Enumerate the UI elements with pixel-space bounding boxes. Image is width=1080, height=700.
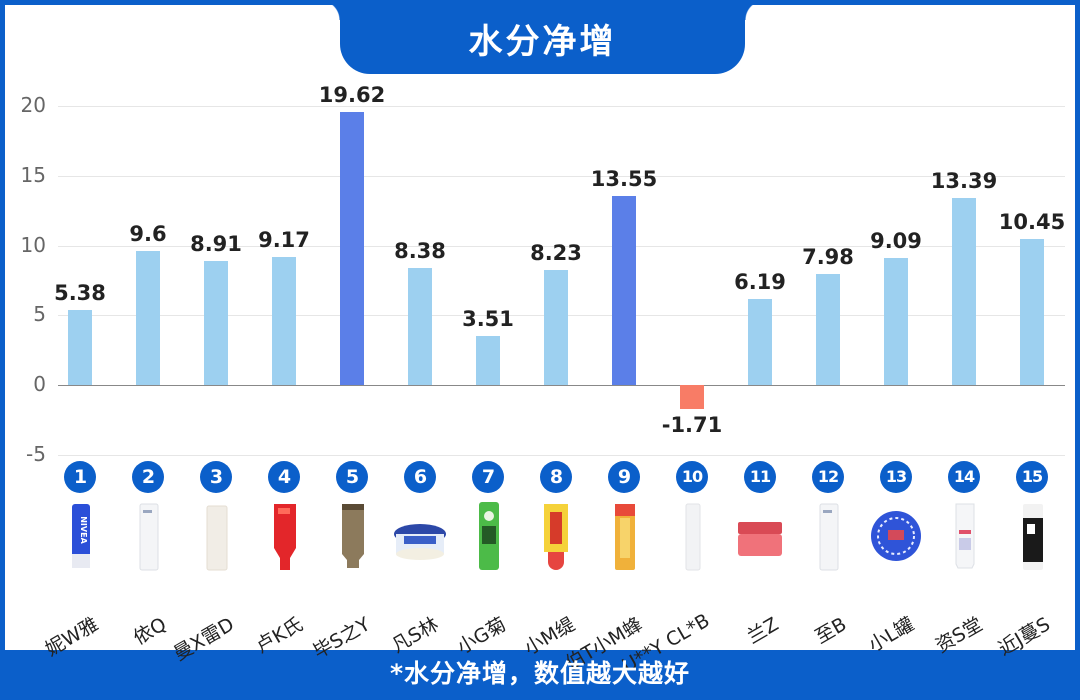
bar-5 bbox=[340, 111, 364, 385]
zero-axis-line bbox=[58, 385, 1065, 386]
white-lip-tube-icon bbox=[934, 500, 994, 574]
rank-badge: 11 bbox=[744, 461, 776, 493]
rank-badge: 3 bbox=[200, 461, 232, 493]
bar-8 bbox=[544, 270, 568, 385]
rank-badge: 7 bbox=[472, 461, 504, 493]
rank-badge: 15 bbox=[1016, 461, 1048, 493]
black-white-lip-balm-stick-icon bbox=[1002, 500, 1062, 574]
bar-4 bbox=[272, 257, 296, 385]
rank-badge: 5 bbox=[336, 461, 368, 493]
rank-badge: 4 bbox=[268, 461, 300, 493]
svg-text:NIVEA: NIVEA bbox=[79, 516, 88, 544]
title-banner: 水分净增 bbox=[320, 0, 765, 74]
rank-badge: 14 bbox=[948, 461, 980, 493]
value-label: 13.39 bbox=[930, 169, 998, 194]
value-label: 7.98 bbox=[802, 244, 854, 269]
y-tick-label: 5 bbox=[33, 302, 46, 327]
bar-14 bbox=[952, 198, 976, 385]
blue-round-tin-icon bbox=[866, 500, 926, 574]
rank-badge: 8 bbox=[540, 461, 572, 493]
value-label: 6.19 bbox=[734, 269, 786, 294]
y-tick-label: 15 bbox=[20, 163, 46, 188]
gridline bbox=[58, 245, 1065, 247]
value-label: 5.38 bbox=[54, 281, 106, 306]
bar-1 bbox=[68, 310, 92, 385]
rank-badge: 6 bbox=[404, 461, 436, 493]
rank-badge: 12 bbox=[812, 461, 844, 493]
bar-3 bbox=[204, 260, 228, 385]
rank-badge: 9 bbox=[608, 461, 640, 493]
yellow-lip-tube-icon bbox=[526, 500, 586, 574]
value-label: 8.38 bbox=[394, 239, 446, 264]
bar-9 bbox=[612, 196, 636, 385]
rank-badge: 13 bbox=[880, 461, 912, 493]
chart-title: 水分净增 bbox=[468, 22, 617, 62]
slim-white-lip-stick-icon bbox=[662, 500, 722, 574]
yellow-red-lip-balm-stick-icon bbox=[594, 500, 654, 574]
value-label: 8.23 bbox=[530, 241, 582, 266]
value-label: 9.17 bbox=[258, 228, 310, 253]
bronze-lip-tube-icon bbox=[322, 500, 382, 574]
gridline bbox=[58, 106, 1065, 108]
red-lip-tube-icon bbox=[254, 500, 314, 574]
rank-badge: 2 bbox=[132, 461, 164, 493]
value-label: 10.45 bbox=[998, 210, 1066, 235]
white-lip-balm-stick-icon bbox=[798, 500, 858, 574]
value-label: 3.51 bbox=[462, 307, 514, 332]
value-label: 9.6 bbox=[129, 222, 167, 247]
bar-13 bbox=[884, 258, 908, 385]
bar-11 bbox=[748, 298, 772, 385]
value-label: 19.62 bbox=[318, 82, 386, 107]
footer-note: *水分净增，数值越大越好 bbox=[389, 659, 691, 688]
y-tick-label: 0 bbox=[33, 372, 46, 396]
green-lip-balm-stick-icon bbox=[458, 500, 518, 574]
value-label: -1.71 bbox=[661, 412, 723, 437]
bar-12 bbox=[816, 273, 840, 385]
gridline bbox=[58, 454, 1065, 456]
cream-lip-balm-stick-icon bbox=[186, 500, 246, 574]
y-tick-label: 20 bbox=[20, 93, 46, 118]
value-label: 9.09 bbox=[870, 229, 922, 254]
value-label: 8.91 bbox=[190, 231, 242, 256]
blue-lip-balm-stick-icon: NIVEA bbox=[50, 500, 110, 574]
blue-jar-icon bbox=[390, 500, 450, 574]
rank-badge: 1 bbox=[64, 461, 96, 493]
y-tick-label: -5 bbox=[26, 441, 46, 466]
bar-15 bbox=[1020, 239, 1044, 385]
bar-10 bbox=[680, 385, 704, 409]
pink-jar-icon bbox=[730, 500, 790, 574]
gridline bbox=[58, 176, 1065, 178]
white-lip-balm-stick-icon bbox=[118, 500, 178, 574]
y-tick-label: 10 bbox=[20, 232, 46, 257]
bar-6 bbox=[408, 268, 432, 385]
bar-7 bbox=[476, 336, 500, 385]
value-label: 13.55 bbox=[590, 167, 658, 192]
rank-badge: 10 bbox=[676, 461, 708, 493]
bar-2 bbox=[136, 251, 160, 385]
